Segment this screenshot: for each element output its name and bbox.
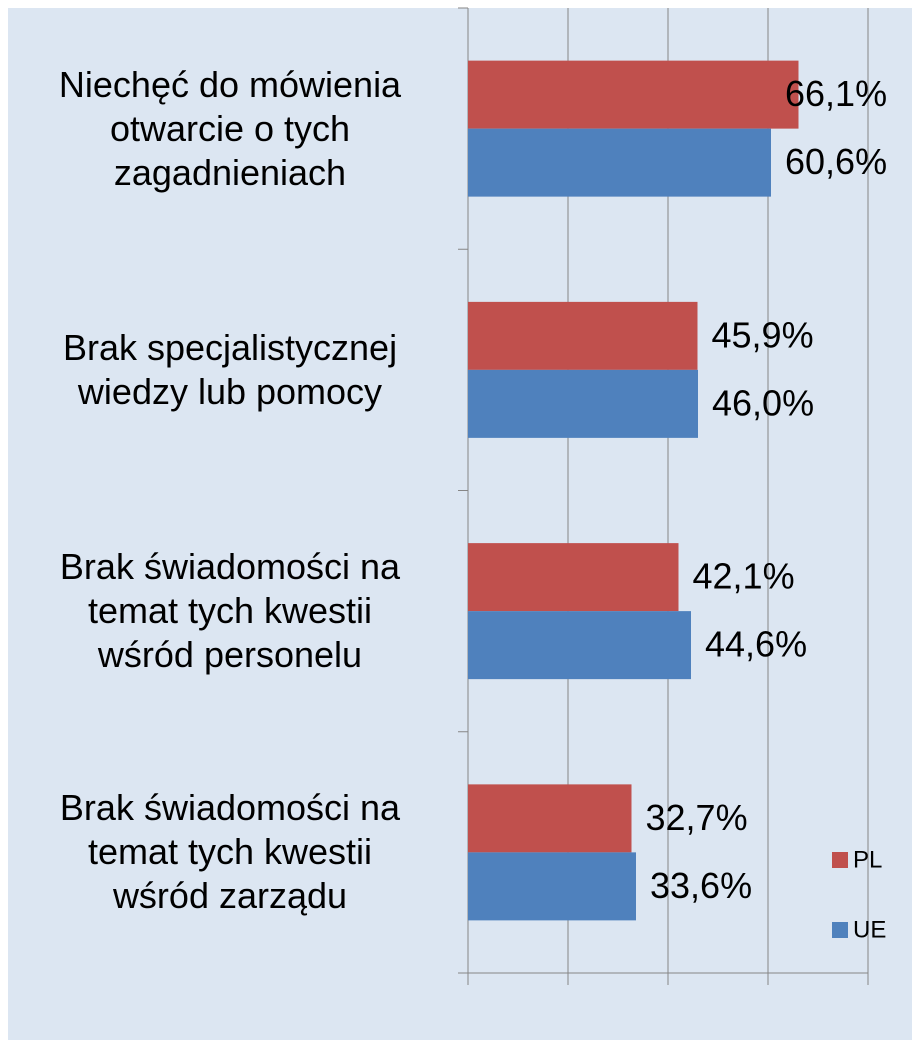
- bar: [468, 369, 698, 438]
- bar: [468, 784, 632, 853]
- value-label: 45,9%: [712, 314, 814, 355]
- value-label: 42,1%: [693, 556, 795, 597]
- category-label: Brak świadomości na temat tych kwestii w…: [59, 546, 401, 676]
- value-label: 46,0%: [712, 382, 814, 423]
- bar: [468, 611, 691, 680]
- bar: [468, 128, 771, 197]
- legend-swatch: [832, 922, 848, 938]
- bar: [468, 60, 799, 129]
- category-label: Brak świadomości na temat tych kwestii w…: [59, 787, 401, 917]
- value-label: 60,6%: [785, 141, 887, 182]
- legend-swatch: [832, 852, 848, 868]
- bar: [468, 301, 698, 370]
- value-label: 44,6%: [705, 624, 807, 665]
- value-label: 33,6%: [650, 865, 752, 906]
- category-label: Brak specjalistycznej wiedzy lub pomocy: [62, 326, 398, 412]
- bar: [468, 852, 636, 921]
- category-label: Niechęć do mówienia otwarcie o tych zaga…: [58, 63, 402, 193]
- bar: [468, 543, 679, 612]
- legend-label: PL: [853, 846, 882, 873]
- value-label: 66,1%: [785, 73, 887, 114]
- value-label: 32,7%: [646, 797, 748, 838]
- legend-label: UE: [853, 916, 886, 943]
